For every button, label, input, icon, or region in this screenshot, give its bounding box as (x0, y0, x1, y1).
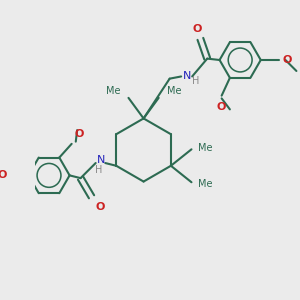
Text: O: O (0, 170, 7, 180)
Text: N: N (182, 71, 191, 82)
Text: H: H (95, 165, 102, 175)
Text: O: O (217, 102, 226, 112)
Text: N: N (97, 155, 105, 165)
Text: O: O (193, 24, 202, 34)
Text: Me: Me (198, 178, 213, 189)
Text: H: H (192, 76, 199, 86)
Text: O: O (283, 55, 292, 65)
Text: O: O (74, 129, 84, 139)
Text: Me: Me (106, 86, 120, 96)
Text: O: O (96, 202, 105, 212)
Text: Me: Me (198, 143, 213, 153)
Text: Me: Me (167, 86, 182, 96)
